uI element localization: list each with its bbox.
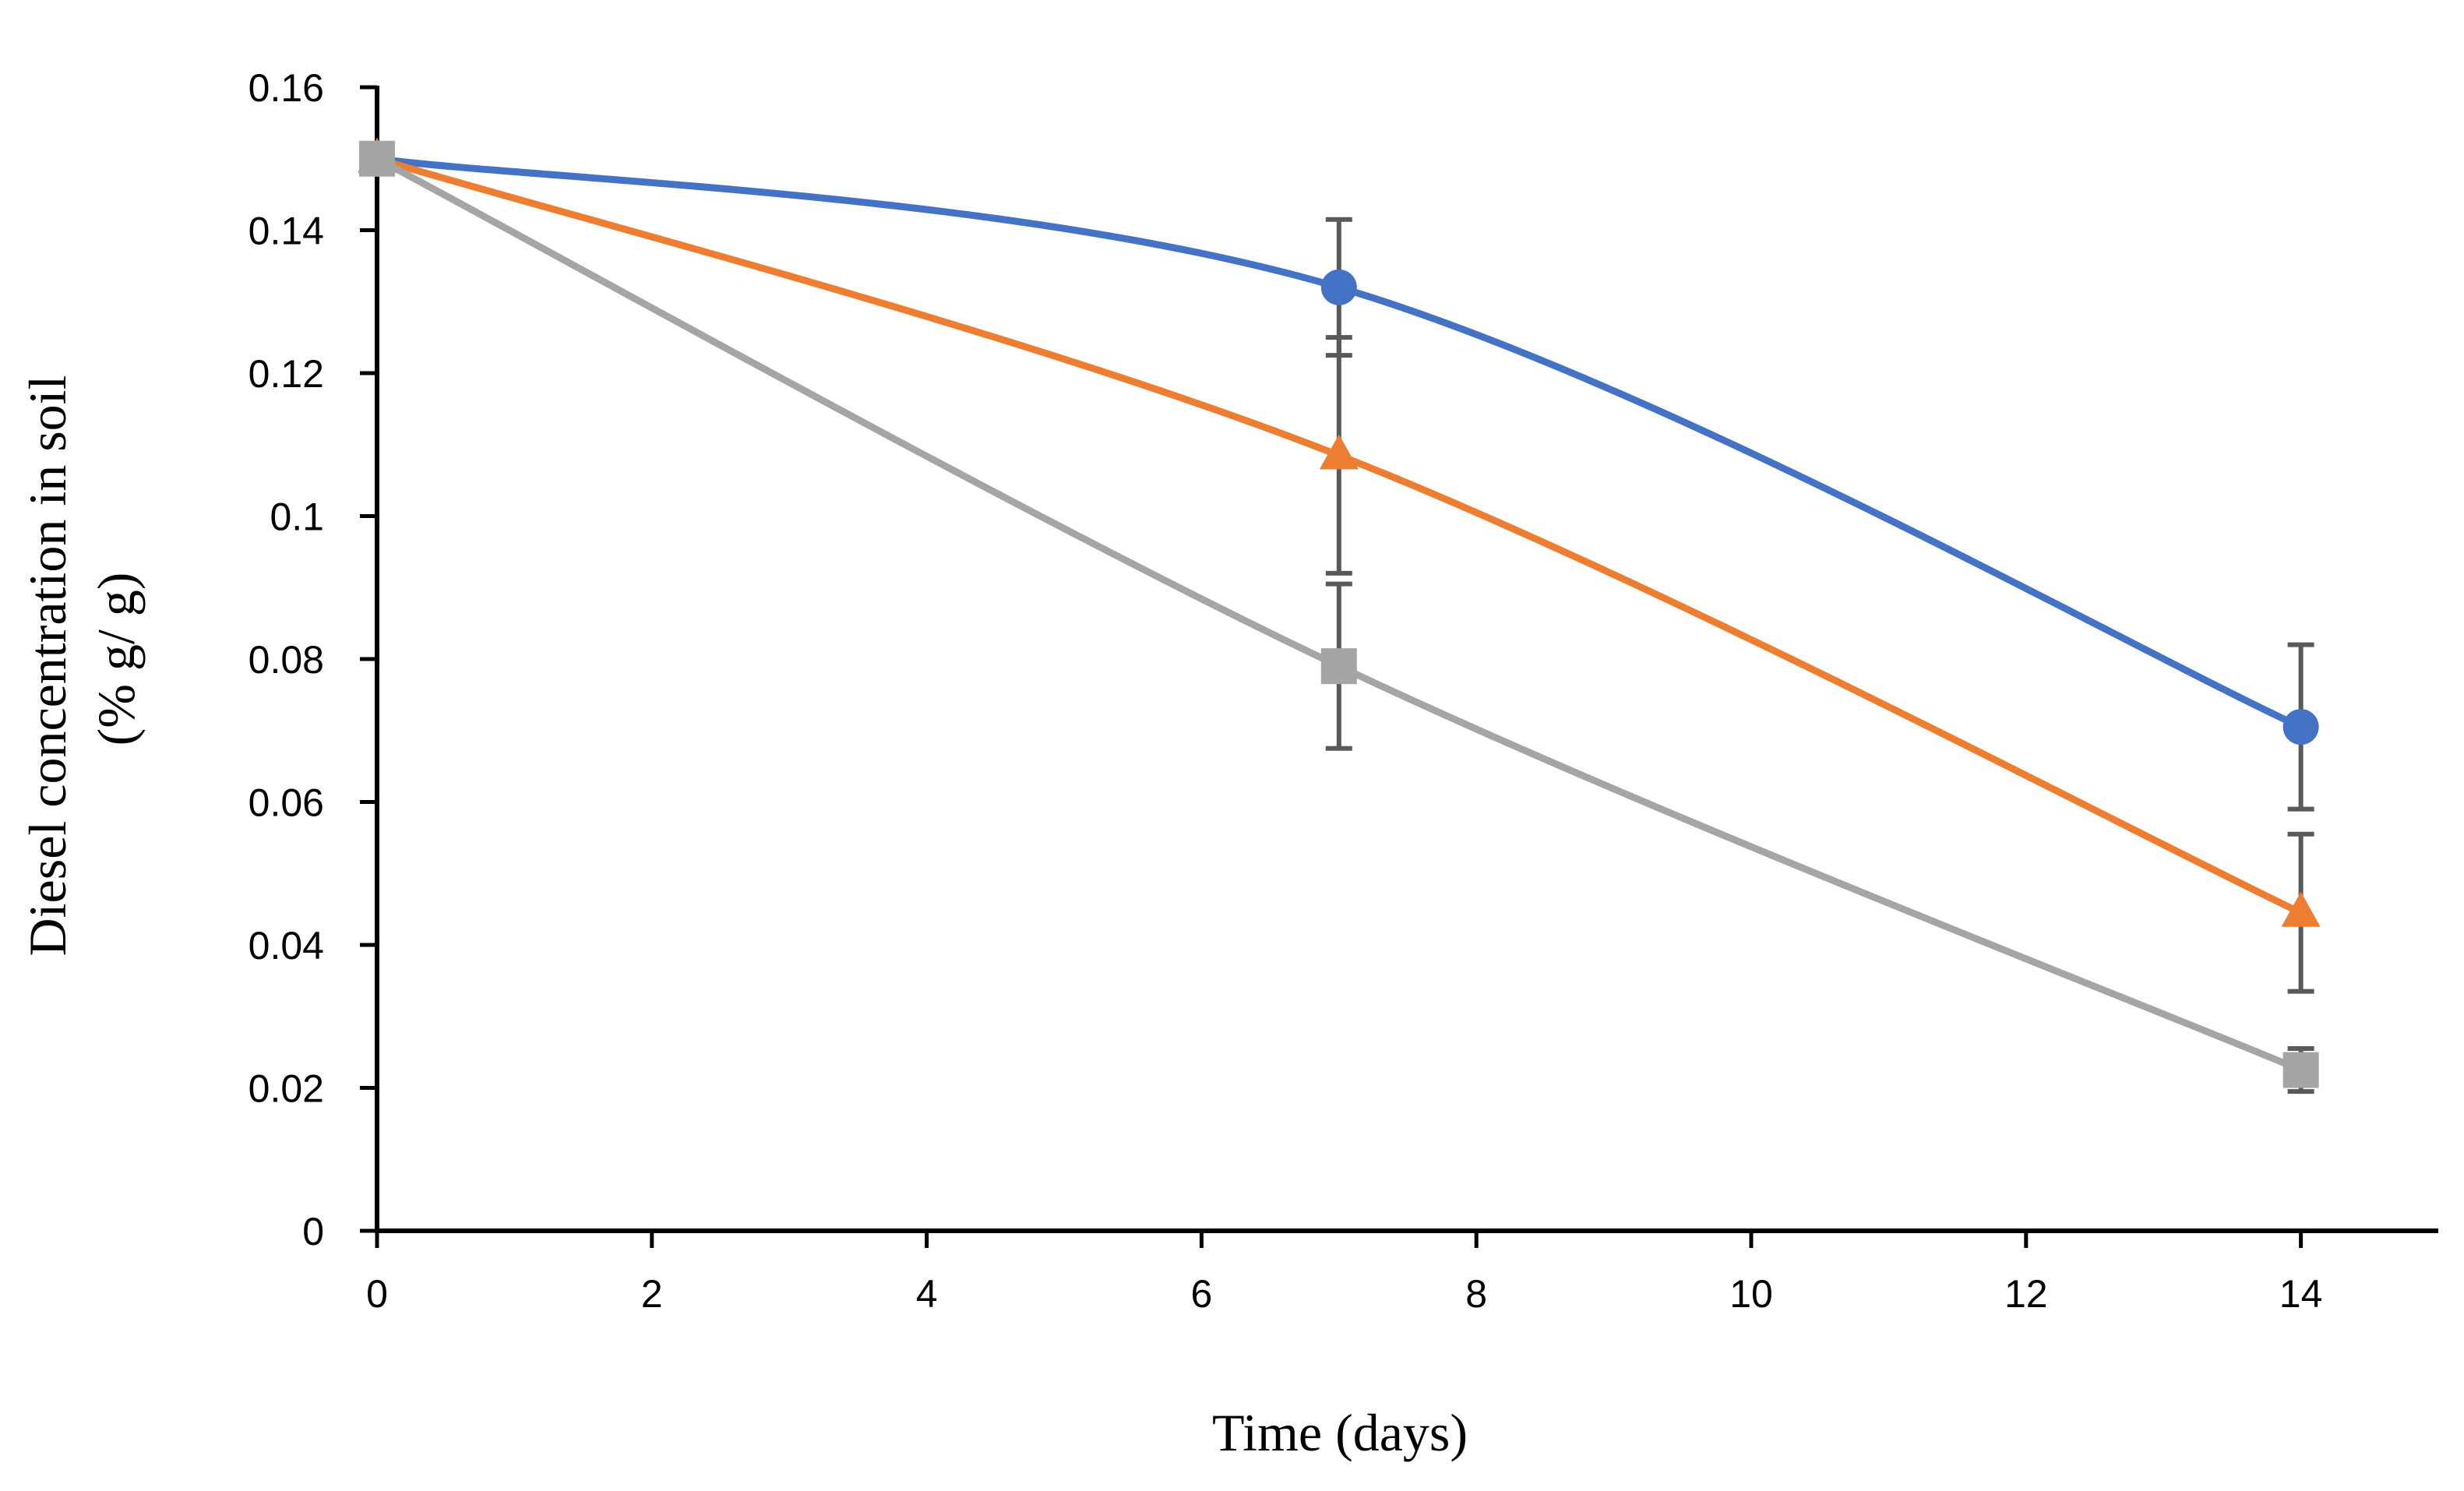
tick-labels: 0 0.02 0.04 0.06 0.08 0.1 0.12 0.14 0.16 0 2 4 6 8 10 1… xyxy=(249,66,2323,1316)
x-tick-label: 14 xyxy=(2279,1272,2323,1316)
x-tick-label: 2 xyxy=(641,1272,663,1316)
y-tick-label: 0.1 xyxy=(270,495,324,539)
x-tick-label: 8 xyxy=(1465,1272,1487,1316)
axes xyxy=(360,85,2438,1248)
y-tick-label: 0.12 xyxy=(249,352,324,396)
x-tick-label: 0 xyxy=(366,1272,388,1316)
y-tick-label: 0.04 xyxy=(249,924,324,968)
y-tick-label: 0.14 xyxy=(249,210,324,253)
y-tick-label: 0.06 xyxy=(249,781,324,825)
x-tick-label: 12 xyxy=(2004,1272,2048,1316)
y-tick-label: 0.02 xyxy=(249,1067,324,1111)
y-tick-label: 0.08 xyxy=(249,638,324,682)
series-blue-point xyxy=(1320,269,1357,305)
y-axis-title: Diesel concentration in soil (% g/ g) xyxy=(18,362,146,957)
x-tick-label: 4 xyxy=(916,1272,938,1316)
series-gray-point xyxy=(1320,648,1357,685)
y-tick-label: 0 xyxy=(302,1210,324,1253)
x-axis-title: Time (days) xyxy=(1212,1403,1468,1462)
x-tick-label: 6 xyxy=(1190,1272,1212,1316)
series-gray-point xyxy=(2282,1052,2319,1088)
y-axis-title-line-2: (% g/ g) xyxy=(86,573,146,746)
series-orange-point xyxy=(1319,434,1359,470)
series-blue-point xyxy=(2282,709,2319,746)
series-gray-point xyxy=(359,140,395,177)
y-tick-label: 0.16 xyxy=(249,66,324,110)
x-tick-label: 10 xyxy=(1729,1272,1773,1316)
series-orange-point xyxy=(2281,891,2321,927)
y-axis-title-line-1: Diesel concentration in soil xyxy=(18,375,77,957)
series-layer xyxy=(358,137,2321,1094)
